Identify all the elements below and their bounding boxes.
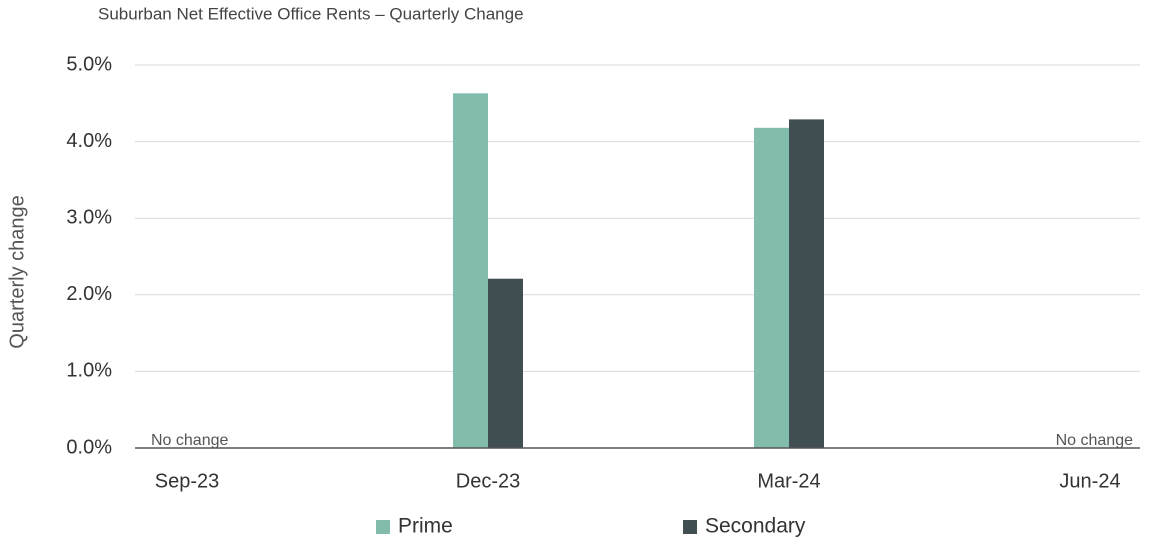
legend-swatch [683, 520, 697, 534]
y-axis-title: Quarterly change [6, 195, 28, 348]
y-tick-label: 5.0% [66, 53, 112, 75]
legend-label: Secondary [705, 515, 806, 538]
y-tick-label: 1.0% [66, 360, 112, 382]
bar [789, 119, 824, 449]
legend-label: Prime [398, 515, 453, 538]
y-tick-label: 3.0% [66, 206, 112, 228]
legend-swatch [376, 520, 390, 534]
annotation: No change [151, 432, 228, 449]
x-tick-label: Jun-24 [1059, 470, 1120, 492]
y-tick-label: 4.0% [66, 130, 112, 152]
chart-title: Suburban Net Effective Office Rents – Qu… [98, 4, 524, 23]
annotation: No change [1056, 432, 1133, 449]
y-tick-label: 2.0% [66, 283, 112, 305]
bar [488, 278, 523, 448]
x-tick-label: Dec-23 [456, 470, 520, 492]
x-tick-label: Sep-23 [155, 470, 220, 492]
x-tick-label: Mar-24 [757, 470, 820, 492]
y-tick-label: 0.0% [66, 436, 112, 458]
bar [754, 127, 789, 448]
bar [453, 93, 488, 448]
